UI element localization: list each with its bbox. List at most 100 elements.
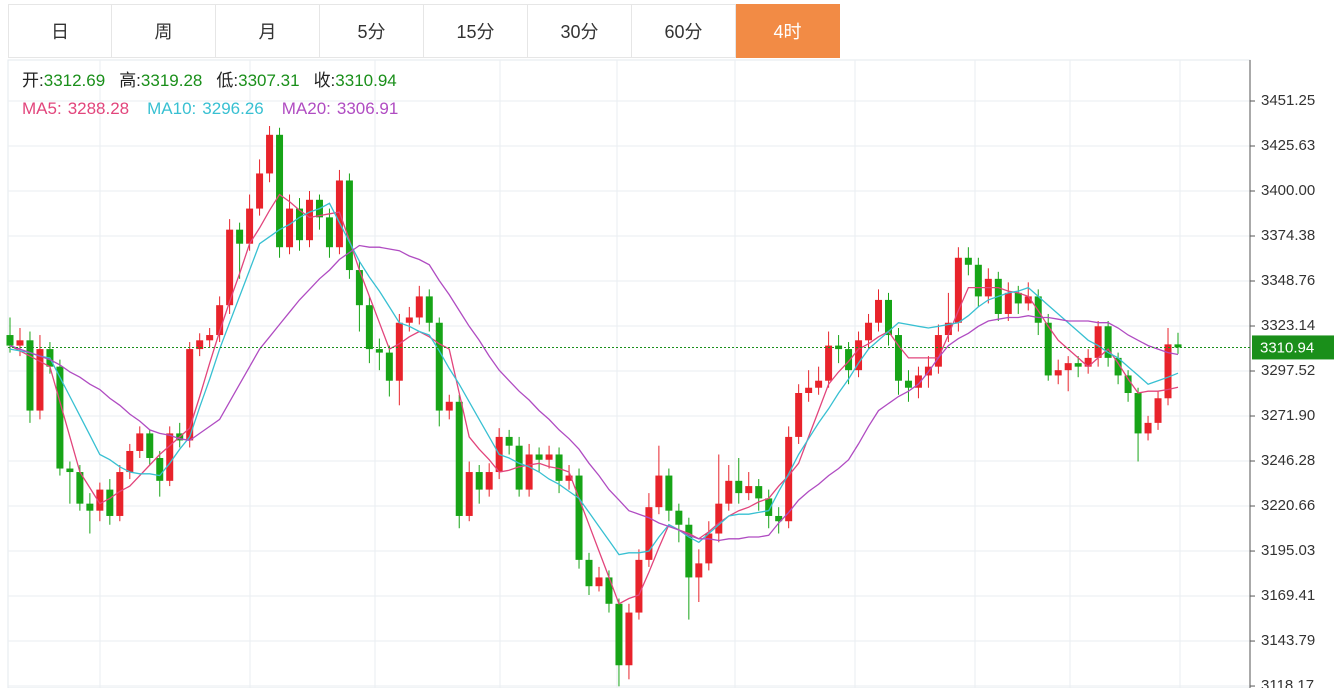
ma-legend-value: 3306.91 (337, 99, 398, 118)
candle-body (96, 489, 104, 511)
y-tick-label: 3297.52 (1261, 362, 1315, 379)
candle-body (665, 475, 673, 511)
candle-body (875, 299, 883, 323)
candle-body (695, 563, 703, 578)
period-tab[interactable]: 30分 (528, 4, 632, 58)
candle-body (156, 457, 164, 481)
candle-body (435, 322, 443, 411)
candle-body (375, 349, 383, 353)
period-tab[interactable]: 月 (216, 4, 320, 58)
candle-body (1134, 393, 1142, 434)
candle-body (575, 475, 583, 560)
last-price-label: 3310.94 (1260, 339, 1314, 356)
candle-body (1094, 326, 1102, 358)
candle-body (405, 317, 413, 323)
candle-body (445, 401, 453, 411)
candle-body (565, 475, 573, 481)
ma-line (9, 202, 1179, 556)
candle-body (1124, 375, 1132, 394)
candle-body (675, 510, 683, 525)
candle-body (635, 559, 643, 613)
candle-body (196, 340, 204, 350)
candle-body (655, 475, 663, 508)
y-tick-label: 3195.03 (1261, 542, 1315, 559)
period-tab[interactable]: 4时 (736, 4, 840, 58)
candle-body (485, 472, 493, 490)
candle-body (845, 349, 853, 371)
candle-body (76, 472, 84, 504)
ohlc-value: 3312.69 (44, 71, 105, 90)
candle-body (585, 559, 593, 587)
candle-body (535, 454, 543, 460)
ohlc-label: 收: (314, 71, 336, 90)
candle-body (1054, 370, 1062, 376)
candle-body (745, 486, 753, 494)
candle-body (1024, 296, 1032, 304)
candle-body (865, 322, 873, 341)
candle-body (1074, 363, 1082, 367)
candle-body (1174, 344, 1182, 348)
candle-body (325, 217, 333, 248)
y-tick-label: 3143.79 (1261, 632, 1315, 649)
candle-body (645, 507, 653, 560)
period-tab[interactable]: 5分 (320, 4, 424, 58)
candle-body (825, 345, 833, 381)
candle-body (1064, 363, 1072, 371)
candle-body (296, 208, 304, 241)
candle-body (1114, 357, 1122, 376)
period-tab[interactable]: 15分 (424, 4, 528, 58)
candle-body (136, 433, 144, 451)
ma-legend-value: 3296.26 (202, 99, 263, 118)
candle-body (106, 489, 114, 516)
y-tick-label: 3118.17 (1261, 677, 1314, 688)
ma-legend-name: MA20: (282, 99, 331, 118)
candle-body (1144, 422, 1152, 434)
candle-body (715, 503, 723, 534)
candle-body (1084, 357, 1092, 367)
candle-body (725, 480, 733, 504)
candle-body (735, 480, 743, 494)
y-tick-label: 3246.28 (1261, 452, 1315, 469)
last-price-box (1252, 335, 1334, 360)
candle-body (465, 472, 473, 516)
period-tab[interactable]: 周 (112, 4, 216, 58)
candle-body (246, 208, 254, 244)
ohlc-label: 低: (216, 71, 238, 90)
ohlc-label: 开: (22, 71, 44, 90)
ohlc-label: 高: (119, 71, 141, 90)
candle-body (256, 173, 264, 209)
plot-frame (7, 59, 1251, 688)
candle-body (765, 498, 773, 516)
candle-body (425, 296, 433, 323)
candle-body (805, 387, 813, 394)
candle-body (505, 436, 513, 446)
candle-body (286, 208, 294, 248)
candle-body (685, 524, 693, 578)
ohlc-info: 开:3312.69 高:3319.28 低:3307.31 收:3310.94 (22, 71, 397, 90)
candle-body (1164, 344, 1172, 399)
y-tick-label: 3323.14 (1261, 317, 1315, 334)
ma-line (9, 193, 1179, 605)
candle-body (1014, 292, 1022, 304)
candle-body (116, 472, 124, 516)
candle-body (545, 454, 553, 460)
candle-body (365, 305, 373, 350)
candle-body (755, 486, 763, 499)
y-tick-label: 3425.63 (1261, 137, 1315, 154)
candle-body (236, 229, 244, 244)
candle-body (775, 515, 783, 522)
period-tab[interactable]: 60分 (632, 4, 736, 58)
candle-body (126, 450, 134, 473)
candle-body (1044, 322, 1052, 376)
y-tick-label: 3271.90 (1261, 407, 1315, 424)
period-tab[interactable]: 日 (8, 4, 112, 58)
candle-body (226, 229, 234, 306)
ohlc-value: 3319.28 (141, 71, 202, 90)
candle-body (86, 503, 94, 511)
candle-body (186, 349, 194, 441)
candle-body (266, 134, 274, 174)
candle-body (974, 264, 982, 297)
candle-body (914, 375, 922, 388)
